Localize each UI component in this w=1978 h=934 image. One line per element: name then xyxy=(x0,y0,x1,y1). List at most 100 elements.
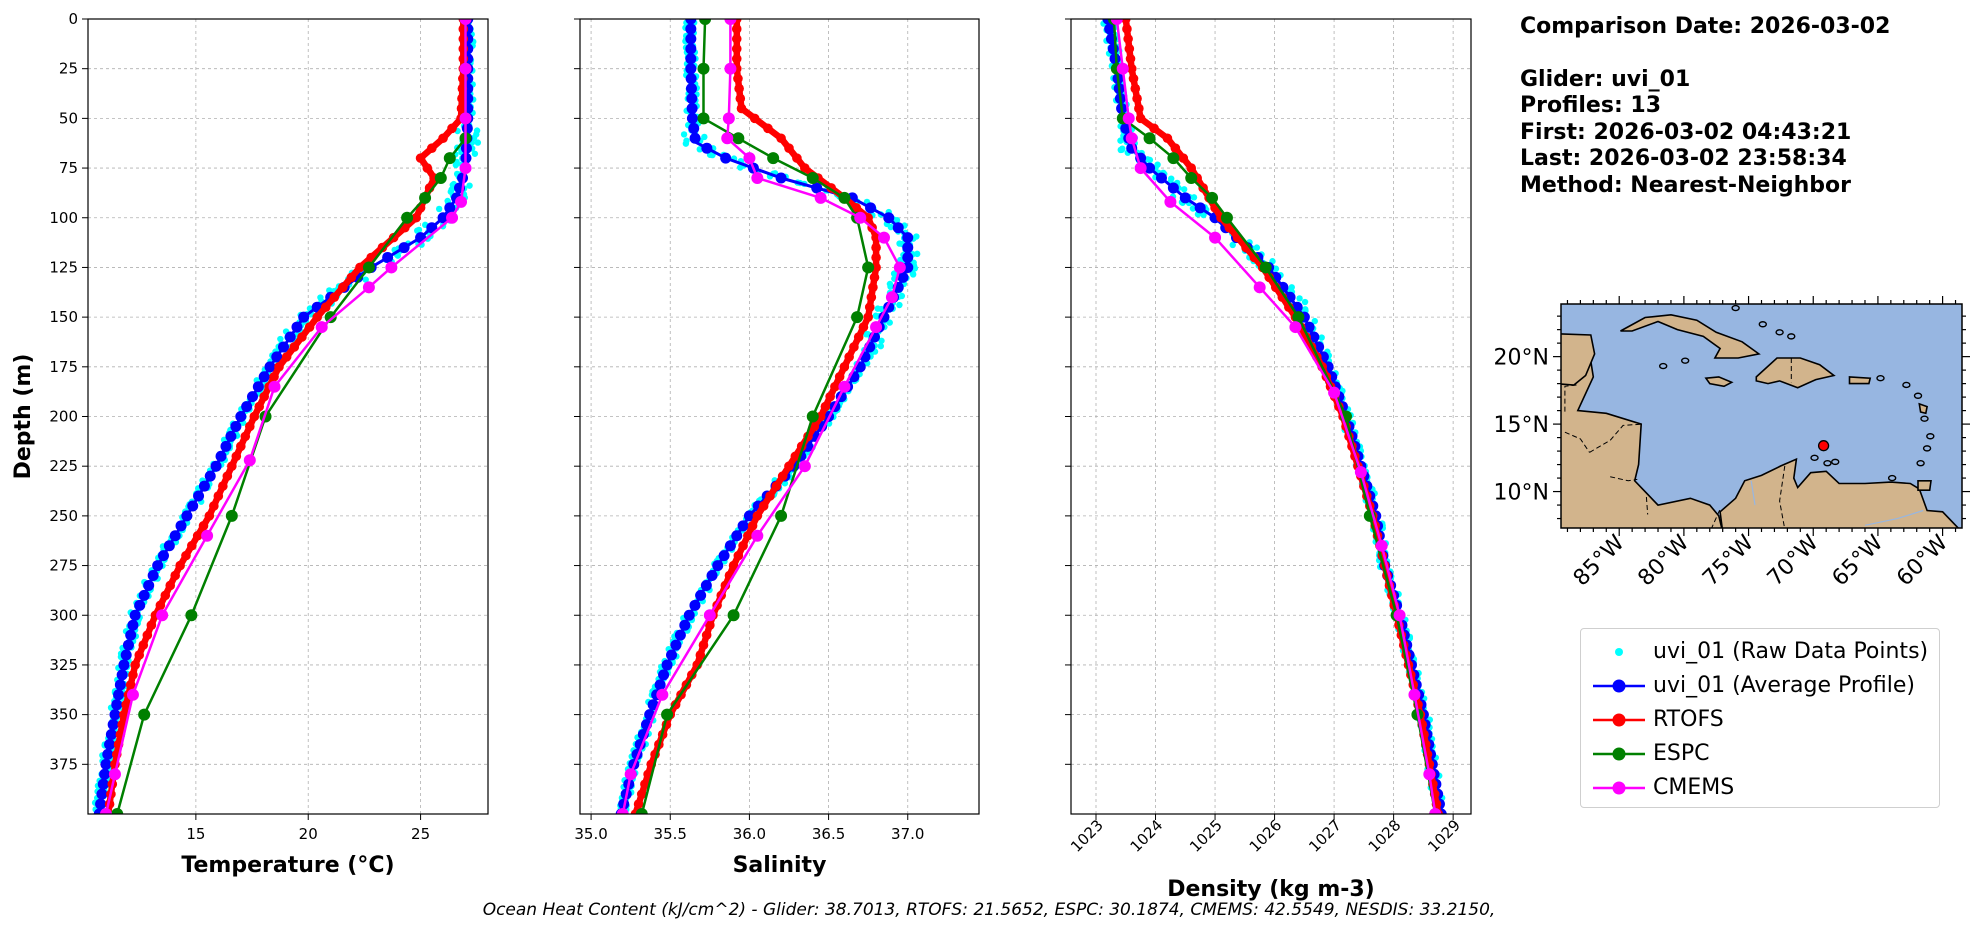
salinity-point-cmems xyxy=(751,172,764,184)
salinity-point-glider xyxy=(897,271,909,283)
map-border xyxy=(1564,384,1577,412)
temperature-point-glider xyxy=(104,738,116,750)
salinity-raw-point xyxy=(874,305,881,312)
temperature-point-cmems xyxy=(201,529,214,542)
density-raw-point xyxy=(1296,295,1303,302)
temperature-y-tick-label: 125 xyxy=(49,258,78,276)
density-point-glider xyxy=(1303,321,1315,333)
temperature-point-rtofs xyxy=(269,371,279,382)
temperature-point-glider xyxy=(111,699,123,711)
density-point-espc xyxy=(1259,261,1272,274)
density-point-espc xyxy=(1167,152,1180,165)
salinity-point-rtofs xyxy=(790,451,801,462)
legend-label-glider: uvi_01 (Average Profile) xyxy=(1653,673,1915,698)
density-raw-point xyxy=(1180,186,1188,193)
salinity-point-espc xyxy=(838,191,851,204)
salinity-point-rtofs xyxy=(834,371,845,382)
density-point-rtofs xyxy=(1178,153,1189,163)
temperature-point-glider xyxy=(241,401,253,413)
last-time: Last: 2026-03-02 23:58:34 xyxy=(1520,146,1847,171)
salinity-point-rtofs xyxy=(792,153,802,163)
density-point-glider xyxy=(1155,172,1167,184)
temperature-y-tick-label: 225 xyxy=(49,457,78,475)
salinity-point-glider xyxy=(902,242,914,254)
temperature-point-espc xyxy=(111,808,124,814)
salinity-point-rtofs xyxy=(809,421,820,432)
map-land-jamaica xyxy=(1704,376,1734,388)
density-x-tick-label: 1026 xyxy=(1246,816,1286,856)
density-point-cmems xyxy=(1354,466,1367,479)
salinity-point-glider xyxy=(902,252,914,263)
salinity-point-glider xyxy=(686,102,698,114)
salinity-point-cmems xyxy=(814,191,827,204)
temperature-point-glider xyxy=(114,679,126,691)
legend-label-rtofs: RTOFS xyxy=(1653,707,1724,732)
temperature-point-rtofs xyxy=(297,332,307,342)
salinity-point-rtofs xyxy=(731,53,742,64)
map-island xyxy=(1823,460,1832,467)
salinity-point-cmems xyxy=(743,152,756,165)
temperature-raw-point xyxy=(435,205,443,213)
profile-count: Profiles: 13 xyxy=(1520,93,1662,118)
temperature-point-rtofs xyxy=(320,302,331,312)
temperature-point-cmems xyxy=(459,62,472,75)
salinity-point-glider xyxy=(685,23,697,35)
map-lon-label: 85°W xyxy=(1569,530,1630,591)
salinity-point-glider xyxy=(775,172,787,184)
temperature-line-cmems xyxy=(104,19,467,814)
salinity-point-rtofs xyxy=(640,779,650,789)
map-island xyxy=(1787,333,1796,340)
map-river xyxy=(1750,480,1756,506)
density-series-cmems xyxy=(1110,19,1442,814)
map-glider-marker xyxy=(1817,440,1830,452)
density-point-glider xyxy=(1120,122,1132,134)
temperature-point-glider xyxy=(258,371,270,383)
temperature-point-rtofs xyxy=(218,481,228,491)
density-point-rtofs xyxy=(1134,103,1144,114)
map-lon-label: 70°W xyxy=(1763,530,1824,591)
temperature-point-glider xyxy=(215,450,227,462)
temperature-point-rtofs xyxy=(415,153,426,163)
salinity-point-espc xyxy=(732,132,745,145)
temperature-point-cmems xyxy=(268,380,281,393)
salinity-x-tick-label: 36.5 xyxy=(812,825,845,843)
temperature-point-cmems xyxy=(99,808,112,814)
salinity-raw-point xyxy=(696,146,703,153)
density-point-rtofs xyxy=(1162,133,1173,144)
temperature-point-espc xyxy=(419,191,432,204)
salinity-point-glider xyxy=(865,202,877,214)
salinity-point-glider xyxy=(731,530,743,542)
salinity-point-rtofs xyxy=(784,461,794,471)
density-raw-point xyxy=(1200,211,1207,219)
map-land-trinidad xyxy=(1917,479,1932,492)
temperature-point-rtofs xyxy=(134,650,145,660)
temperature-point-rtofs xyxy=(240,431,251,442)
density-raw-point xyxy=(1190,194,1198,201)
density-point-cmems xyxy=(1423,768,1436,781)
density-raw-point xyxy=(1272,265,1280,272)
map-border xyxy=(1645,496,1649,515)
legend-swatch-raw xyxy=(1615,648,1623,656)
temperature-point-glider xyxy=(134,599,146,611)
map-island xyxy=(1713,296,1720,301)
temperature-point-rtofs xyxy=(227,461,237,471)
temperature-y-tick-label: 75 xyxy=(59,159,78,177)
density-point-rtofs xyxy=(1124,44,1135,54)
density-raw-point xyxy=(1311,317,1318,325)
map-lon-label: 75°W xyxy=(1698,530,1759,591)
salinity-raw-point xyxy=(683,137,690,144)
salinity-point-espc xyxy=(775,509,788,522)
temperature-point-rtofs xyxy=(456,103,467,114)
temperature-point-glider xyxy=(461,122,473,134)
salinity-point-glider xyxy=(706,570,718,581)
density-raw-point xyxy=(1318,334,1325,341)
temperature-point-rtofs xyxy=(155,600,166,611)
temperature-point-cmems xyxy=(362,281,375,294)
salinity-point-glider xyxy=(685,19,697,25)
salinity-point-cmems xyxy=(885,291,898,304)
salinity-point-glider xyxy=(658,669,670,681)
temperature-point-rtofs xyxy=(142,630,153,640)
temperature-y-tick-label: 275 xyxy=(49,557,78,575)
density-raw-point xyxy=(1229,241,1236,249)
salinity-point-espc xyxy=(727,609,740,622)
